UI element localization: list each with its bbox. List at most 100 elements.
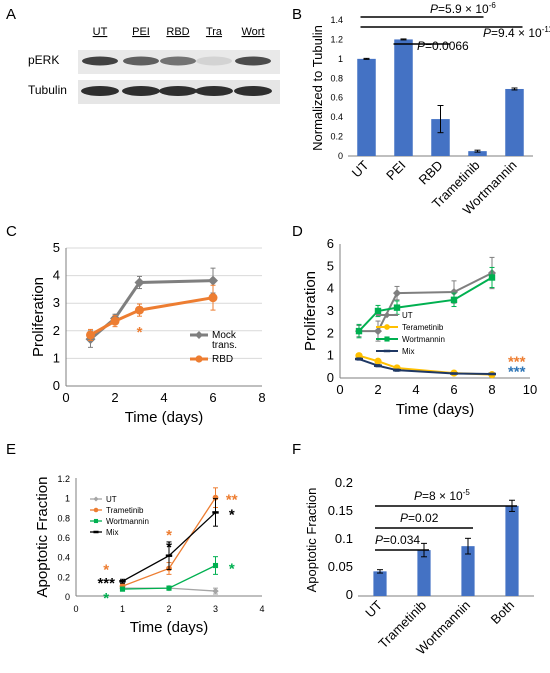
chart-d-line: 0 1 2 3 4 5 6 0 2 4 6 8 10 Time (days) Proliferation **… bbox=[302, 236, 537, 418]
western-blot: UT PEI RBD Tra Wort pERK Tubulin bbox=[28, 26, 280, 104]
y-tick-label: 5 bbox=[327, 258, 334, 273]
y-tick-label: 0.6 bbox=[330, 93, 343, 103]
y-tick-label: 0.15 bbox=[328, 503, 353, 518]
p-exponent: -6 bbox=[489, 1, 497, 10]
marker-trametinib bbox=[93, 507, 99, 513]
y-tick-label: 2 bbox=[53, 323, 60, 338]
y-tick-label: 2 bbox=[327, 325, 334, 340]
p-letter: P bbox=[375, 533, 383, 547]
y-tick-label: 3 bbox=[53, 295, 60, 310]
y-axis-title: Apoptotic Fraction bbox=[304, 488, 319, 593]
marker-rbd bbox=[208, 293, 218, 303]
y-tick-label: 0.8 bbox=[330, 73, 343, 83]
x-tick-label: 2 bbox=[374, 382, 381, 397]
p-value: =0.0066 bbox=[425, 39, 469, 53]
legend-label-ut: UT bbox=[106, 495, 117, 504]
legend-label-wortmannin: Wortmannin bbox=[106, 517, 149, 526]
legend-label-mix: Mix bbox=[402, 347, 414, 356]
legend-label-terametinib: Terametinib bbox=[402, 323, 444, 332]
bar-pei bbox=[394, 39, 413, 156]
panel-letter-d: D bbox=[292, 223, 303, 240]
y-tick-label: 4 bbox=[327, 281, 334, 296]
marker-wortmannin bbox=[384, 336, 390, 342]
marker-wortmannin bbox=[93, 518, 99, 524]
marker-wortmannin bbox=[119, 586, 126, 592]
marker-mock-trans bbox=[208, 275, 218, 286]
x-axis-title: Time (days) bbox=[130, 619, 209, 636]
series-line-rbd bbox=[89, 296, 214, 337]
y-tick-label: 0.2 bbox=[335, 475, 353, 490]
bar-wortmannin bbox=[461, 546, 475, 596]
significance-stars: *** bbox=[508, 364, 526, 381]
bar-wortmannin bbox=[505, 88, 524, 156]
significance-stars: * bbox=[229, 506, 235, 523]
marker-rbd bbox=[195, 355, 203, 363]
p-value-annotation: P=9.4 × 10-11 bbox=[483, 25, 550, 40]
x-tick-label-rbd: RBD bbox=[416, 158, 446, 188]
p-value: =0.02 bbox=[408, 511, 439, 525]
y-tick-label: 1 bbox=[53, 350, 60, 365]
p-letter: P bbox=[400, 511, 408, 525]
x-tick-label: 6 bbox=[450, 382, 457, 397]
blot-band-perk bbox=[82, 56, 118, 66]
significance-stars: * bbox=[137, 324, 143, 341]
x-axis-title: Time (days) bbox=[125, 409, 204, 426]
y-tick-label: 1.4 bbox=[330, 15, 343, 25]
marker-ut bbox=[212, 587, 219, 595]
y-tick-label: 0 bbox=[338, 151, 343, 161]
blot-band-perk bbox=[235, 56, 271, 66]
marker-ut bbox=[393, 289, 401, 298]
x-tick-label: 3 bbox=[213, 604, 218, 614]
significance-stars: * bbox=[166, 539, 172, 556]
blot-band-tubulin bbox=[159, 86, 197, 96]
legend-label-rbd: RBD bbox=[212, 354, 233, 365]
legend-label-wortmannin: Wortmannin bbox=[402, 335, 445, 344]
significance-stars: *** bbox=[97, 575, 115, 592]
marker-ut bbox=[374, 327, 382, 336]
p-value: =9.4 × 10 bbox=[491, 26, 542, 40]
blot-row-label-tubulin: Tubulin bbox=[28, 83, 67, 97]
blot-row-label-perk: pERK bbox=[28, 53, 59, 67]
y-axis-title: Proliferation bbox=[302, 271, 319, 351]
x-tick-label: 2 bbox=[166, 604, 171, 614]
blot-band-tubulin bbox=[81, 86, 119, 96]
legend-label-mix: Mix bbox=[106, 528, 118, 537]
x-tick-label: 8 bbox=[488, 382, 495, 397]
marker-wortmannin bbox=[166, 585, 172, 591]
p-value-annotation: P=8 × 10-5 bbox=[414, 488, 470, 503]
p-letter: P bbox=[414, 489, 422, 503]
blot-band-perk bbox=[196, 56, 232, 66]
lane-label-ut: UT bbox=[93, 26, 108, 38]
p-value-annotation: P=0.0066 bbox=[417, 39, 469, 53]
x-tick-label: 4 bbox=[412, 382, 419, 397]
legend-label-mock-trans: Mock bbox=[212, 330, 237, 341]
marker-rbd bbox=[135, 305, 144, 315]
blot-band-perk bbox=[123, 56, 159, 66]
blot-band-tubulin bbox=[122, 86, 160, 96]
y-tick-label: 0.2 bbox=[330, 132, 343, 142]
y-axis-title: Apoptotic Fraction bbox=[34, 477, 51, 598]
y-tick-label: 0.6 bbox=[57, 533, 70, 543]
bar-both bbox=[505, 505, 519, 596]
p-exponent: -5 bbox=[463, 488, 471, 497]
y-tick-label: 0.4 bbox=[57, 553, 70, 563]
p-exponent: -11 bbox=[542, 25, 550, 34]
p-letter: P bbox=[483, 26, 491, 40]
legend-label-mock-trans: trans. bbox=[212, 340, 237, 351]
marker-mock-trans bbox=[195, 331, 203, 339]
y-tick-label: 1.2 bbox=[330, 34, 343, 44]
marker-rbd bbox=[110, 316, 120, 326]
significance-stars: * bbox=[166, 527, 172, 544]
p-value: =8 × 10 bbox=[422, 489, 463, 503]
y-tick-label: 0.1 bbox=[335, 531, 353, 546]
lane-label-tra: Tra bbox=[206, 26, 223, 38]
y-tick-label: 1 bbox=[327, 348, 334, 363]
panel-letter-a: A bbox=[6, 6, 16, 23]
marker-terametinib bbox=[384, 324, 390, 330]
y-tick-label: 5 bbox=[53, 240, 60, 255]
significance-stars: ** bbox=[226, 492, 238, 509]
significance-stars: *** bbox=[508, 353, 526, 370]
x-tick-label: 10 bbox=[523, 382, 537, 397]
marker-terametinib bbox=[374, 357, 382, 365]
blot-band-tubulin bbox=[234, 86, 272, 96]
